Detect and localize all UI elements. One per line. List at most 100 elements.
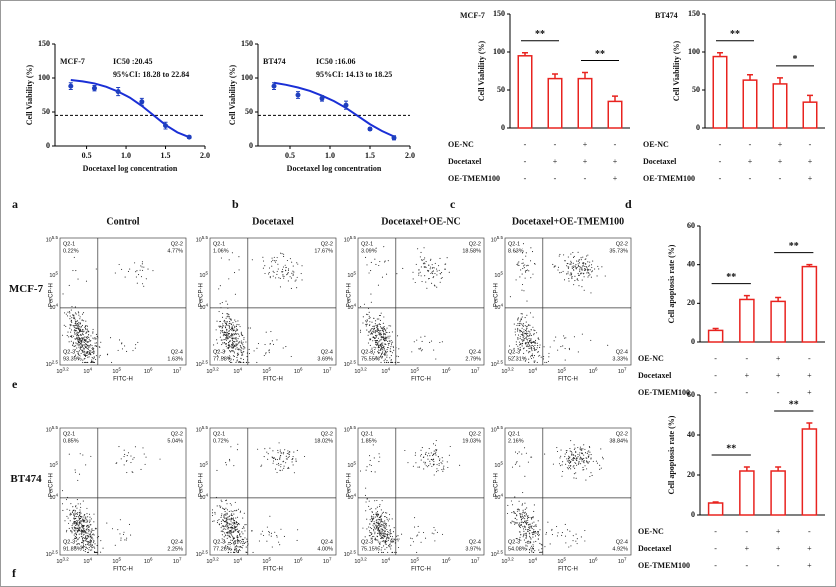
event-dot: [430, 340, 433, 342]
event-dot: [88, 341, 90, 343]
event-dot: [585, 258, 587, 260]
event-dot: [389, 348, 391, 350]
event-dot: [369, 338, 372, 340]
event-dot: [365, 487, 367, 489]
event-dot: [521, 339, 523, 341]
event-dot: [520, 516, 522, 518]
event-dot: [528, 517, 530, 519]
tick-label: 105: [49, 271, 58, 280]
event-dot: [517, 347, 519, 349]
event-dot: [583, 460, 585, 462]
tick-base: 10: [206, 369, 212, 375]
event-dot: [231, 340, 234, 342]
event-dot: [438, 464, 440, 466]
event-dot: [237, 320, 239, 322]
event-dot: [564, 453, 566, 455]
event-dot: [544, 453, 546, 455]
event-dot: [232, 355, 234, 357]
event-dot: [564, 347, 566, 350]
condition-sign: +: [807, 561, 812, 570]
event-dot: [90, 544, 92, 546]
event-dot: [79, 522, 81, 525]
tick-exponent: 2.5: [350, 550, 357, 555]
event-dot: [65, 325, 67, 327]
event-dot: [70, 335, 73, 338]
event-dot: [583, 289, 585, 291]
event-dot: [531, 551, 533, 553]
tick-label: 106: [144, 367, 153, 376]
error-bar: [775, 466, 782, 471]
event-dot: [533, 530, 535, 532]
event-dot: [95, 551, 97, 554]
tick-base: 10: [46, 552, 52, 558]
event-dot: [137, 341, 139, 343]
event-dot: [574, 462, 576, 464]
event-dot: [245, 546, 247, 548]
event-dot: [237, 542, 239, 544]
event-dot: [378, 522, 380, 524]
event-dot: [539, 551, 541, 554]
event-dot: [276, 471, 278, 474]
event-dot: [525, 334, 527, 336]
event-dot: [223, 521, 225, 523]
event-dot: [530, 342, 532, 344]
condition-label: OE-TMEM100: [638, 561, 690, 570]
event-dot: [376, 324, 378, 326]
tick-exponent: 5: [500, 461, 503, 466]
event-dot: [76, 347, 78, 349]
tick-base: 10: [501, 369, 507, 375]
event-dot: [83, 349, 85, 351]
event-dot: [291, 461, 293, 463]
event-dot: [439, 281, 441, 283]
tick-base: 10: [471, 369, 477, 375]
event-dot: [366, 518, 368, 520]
event-dot: [229, 531, 231, 533]
event-dot: [76, 537, 78, 539]
event-dot: [239, 511, 241, 513]
event-dot: [535, 532, 537, 534]
event-dot: [434, 540, 436, 542]
event-dot: [81, 527, 83, 529]
event-dot: [420, 449, 422, 451]
tick-exponent: 4: [55, 303, 58, 308]
event-dot: [282, 266, 284, 268]
event-dot: [527, 264, 529, 267]
event-dot: [389, 529, 391, 532]
event-dot: [380, 532, 382, 535]
event-dot: [385, 524, 387, 527]
event-dot: [539, 344, 541, 346]
event-dot: [87, 341, 89, 343]
event-dot: [106, 522, 108, 524]
event-dot: [432, 459, 434, 461]
event-dot: [85, 521, 87, 523]
y-axis-label: Cell Viability (%): [672, 40, 681, 101]
event-dot: [88, 334, 90, 336]
event-dot: [81, 319, 83, 321]
event-dot: [506, 512, 509, 515]
event-dot: [581, 460, 583, 462]
quadrant-percent: 18.58%: [462, 248, 481, 254]
event-dot: [586, 255, 588, 257]
data-point: [295, 92, 301, 98]
event-dot: [75, 533, 77, 535]
event-dot: [216, 522, 218, 524]
tick-label: 102.5: [344, 360, 357, 369]
event-dot: [228, 355, 230, 357]
condition-sign: +: [776, 354, 781, 363]
event-dot: [526, 331, 528, 333]
event-dot: [78, 314, 80, 316]
event-dot: [389, 534, 391, 536]
tick-label: 104: [199, 303, 208, 312]
event-dot: [377, 337, 379, 339]
event-dot: [93, 350, 95, 352]
event-dot: [379, 531, 381, 533]
event-dot: [525, 329, 527, 332]
event-dot: [530, 277, 532, 279]
event-dot: [387, 537, 390, 539]
event-dot: [534, 330, 536, 332]
event-dot: [86, 525, 88, 527]
event-dot: [285, 458, 287, 460]
event-dot: [235, 549, 237, 551]
event-dot: [93, 357, 95, 359]
event-dot: [243, 542, 246, 544]
